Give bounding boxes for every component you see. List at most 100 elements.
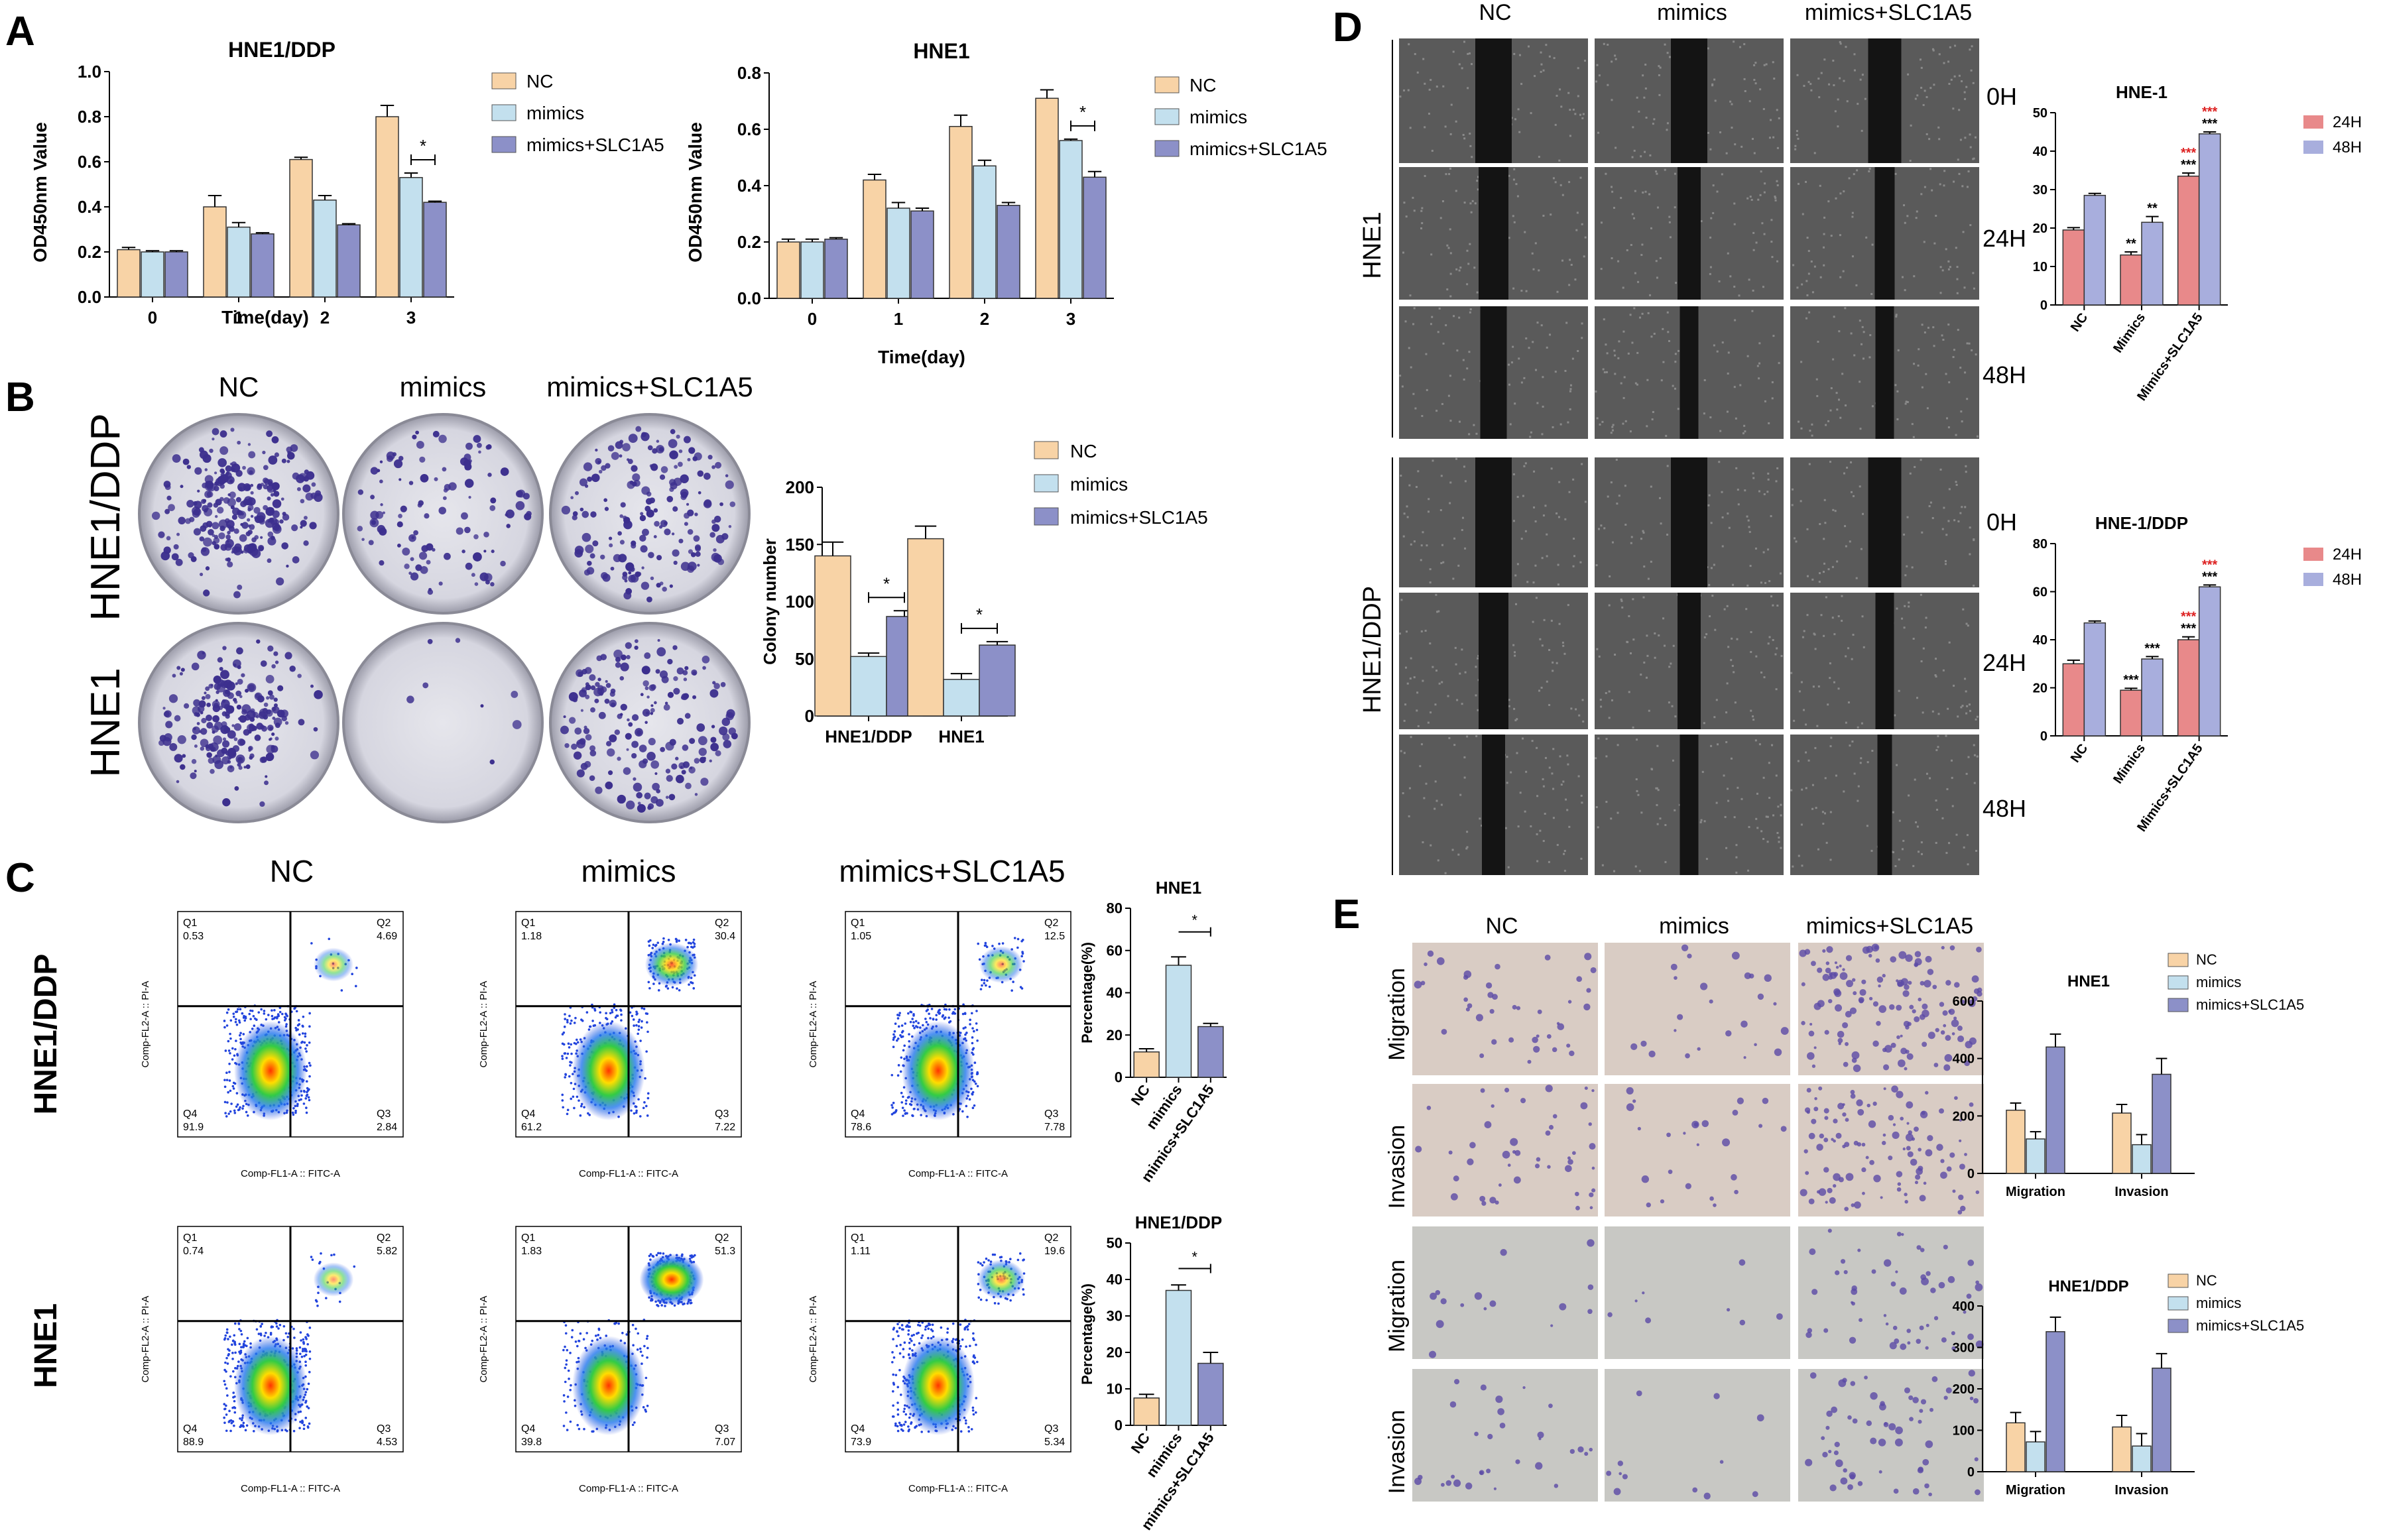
colony-dot	[202, 504, 209, 512]
y-tick-label: 0.8	[737, 63, 761, 83]
event-dot	[233, 1399, 236, 1403]
cell-speck	[1554, 123, 1557, 126]
event-dot	[971, 1036, 974, 1039]
cell-speck	[1904, 221, 1906, 224]
colony-dot	[386, 455, 393, 462]
cell-speck	[1935, 214, 1937, 217]
event-dot	[302, 1341, 305, 1344]
event-dot	[569, 1022, 572, 1025]
event-dot	[896, 1323, 899, 1326]
cell-speck	[1455, 457, 1457, 460]
event-dot	[224, 1334, 227, 1337]
b-row-label-hne1-ddp: HNE1/DDP	[83, 413, 129, 621]
cell-speck	[1554, 371, 1557, 373]
event-dot	[965, 1422, 967, 1425]
colony-dot	[239, 739, 246, 746]
event-dot	[278, 1323, 282, 1327]
cell-speck	[1843, 472, 1845, 475]
colony-dot	[232, 659, 241, 668]
colony-dot	[474, 582, 479, 586]
event-dot	[294, 1111, 297, 1114]
event-dot	[649, 1253, 652, 1256]
colony-dish	[549, 622, 751, 823]
colony-dot	[377, 469, 381, 473]
cell-speck	[1611, 190, 1614, 193]
event-dot	[301, 1032, 304, 1035]
quadrant-name: Q4	[183, 1423, 197, 1435]
cell-speck	[1762, 551, 1765, 554]
cell-speck	[1569, 388, 1572, 390]
cell-speck	[1412, 392, 1415, 395]
cell-speck	[1796, 74, 1799, 76]
colony-dot	[490, 581, 495, 587]
event-dot	[953, 1012, 957, 1015]
colony-dot	[237, 678, 243, 685]
event-dot	[909, 1010, 912, 1014]
colony-dot	[310, 684, 314, 688]
cell-speck	[1767, 472, 1770, 475]
event-dot	[576, 1423, 579, 1427]
quadrant-value: 91.9	[183, 1122, 204, 1133]
legend-label: mimics	[1190, 107, 1247, 127]
cell-speck	[1811, 434, 1813, 437]
event-dot	[564, 1380, 567, 1384]
cell-speck	[1961, 80, 1963, 83]
colony-dot	[647, 445, 653, 451]
cell-speck	[1541, 557, 1544, 560]
cell-speck	[1516, 195, 1519, 198]
cell-speck	[1598, 74, 1601, 77]
cell-speck	[1408, 43, 1410, 46]
cell-speck	[1971, 349, 1973, 351]
event-dot	[900, 1056, 903, 1059]
event-dot	[308, 1041, 311, 1044]
colony-dot	[420, 473, 429, 483]
event-dot	[238, 1342, 241, 1346]
cell-speck	[1424, 126, 1426, 129]
event-dot	[565, 1057, 568, 1059]
cell-speck	[1796, 134, 1798, 137]
colony-dot	[247, 443, 251, 446]
colony-dot	[656, 555, 662, 561]
event-dot	[564, 1345, 566, 1348]
colony-dot	[442, 467, 447, 472]
cell-speck	[1707, 47, 1709, 50]
event-dot	[973, 1061, 977, 1064]
cell-speck	[1520, 290, 1523, 292]
cell-speck	[1512, 287, 1515, 290]
cell-speck	[1584, 236, 1587, 239]
cell-speck	[1829, 409, 1832, 412]
legend-swatch-nc	[1154, 76, 1180, 93]
cell-speck	[1742, 432, 1744, 435]
event-dot	[267, 1014, 270, 1016]
cell-speck	[1468, 433, 1471, 436]
y-axis-label: Colony number	[760, 538, 780, 665]
c-row-label-hne1-ddp: HNE1/DDP	[29, 954, 64, 1115]
event-dot	[293, 1007, 296, 1010]
scratch-image	[1399, 306, 1588, 439]
event-dot	[226, 1101, 229, 1104]
cell-speck	[1668, 339, 1671, 342]
event-dot	[283, 1019, 286, 1022]
cell-speck	[1596, 64, 1599, 66]
colony-dot	[500, 467, 509, 476]
cell-speck	[1709, 148, 1712, 150]
colony-dot	[656, 583, 661, 588]
colony-dot	[205, 693, 211, 699]
event-dot	[300, 1339, 302, 1342]
cell-speck	[1597, 528, 1600, 530]
colony-dot	[589, 745, 596, 752]
colony-dot	[418, 500, 424, 506]
cell-speck	[1711, 83, 1714, 86]
event-dot	[891, 1351, 894, 1354]
event-dot	[972, 1355, 975, 1358]
colony-dot	[225, 465, 232, 472]
cell-speck	[1768, 137, 1771, 139]
cell-speck	[1897, 349, 1900, 351]
cell-speck	[1634, 382, 1637, 385]
cell-speck	[1973, 287, 1975, 290]
colony-dot	[162, 707, 166, 710]
colony-dot	[671, 532, 675, 536]
event-dot	[692, 938, 696, 941]
colony-dot	[695, 551, 701, 558]
colony-dot	[680, 562, 690, 571]
